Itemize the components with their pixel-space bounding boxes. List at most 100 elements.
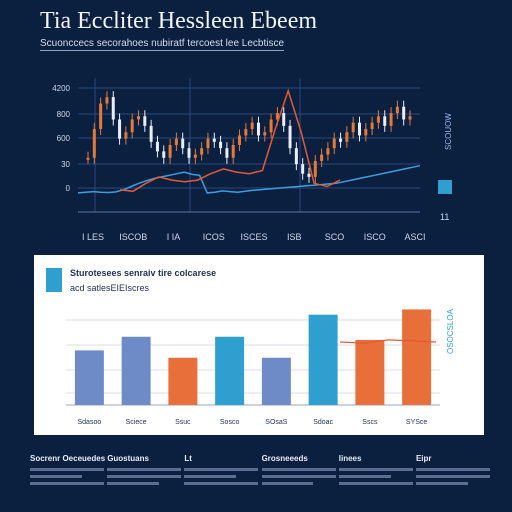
footer-text-line — [30, 468, 104, 471]
x-tick-label: I LES — [82, 232, 104, 242]
footer-heading: Iinees — [338, 454, 362, 463]
x-tick-label: ISCO — [364, 232, 386, 242]
right-legend-label: SCOUOW — [444, 113, 453, 150]
candle — [187, 148, 191, 158]
footer-text-line — [184, 468, 259, 471]
bar-chart-subtitle: acd satlesEIEIscres — [70, 283, 150, 293]
candle — [263, 132, 267, 136]
candle — [269, 119, 273, 133]
footer-column: Socrenr Oeceuedes — [30, 454, 106, 504]
footer-column: Iinees — [338, 454, 413, 504]
candle — [345, 132, 349, 142]
candle — [143, 116, 147, 126]
candle — [357, 122, 361, 136]
footer-column: Lt — [184, 454, 259, 504]
bar-chart-panel — [34, 255, 484, 435]
series-line — [119, 88, 341, 193]
x-tick-label: ISCES — [240, 232, 267, 242]
candle — [389, 113, 393, 126]
candle — [282, 113, 286, 126]
right-legend-swatch — [438, 180, 452, 194]
candle — [92, 129, 96, 158]
y-tick-label: 800 — [57, 110, 71, 119]
footer-column: Grosneeeds — [261, 454, 336, 504]
bar-chart-legend: OSOCSLOA — [446, 309, 455, 354]
x-tick-label: I IA — [167, 232, 181, 242]
x-tick-label: ISB — [287, 232, 302, 242]
bar-chart-title: Sturotesees senraiv tire colcarese — [70, 268, 217, 278]
candle — [408, 116, 412, 120]
top-chart: 4200 800 600 30 0 I LES ISCOB I IA ICOS ISCES ISB S… — [52, 78, 426, 242]
footer-text-line — [107, 475, 182, 478]
candle — [383, 116, 387, 126]
candle — [256, 122, 260, 136]
candle — [130, 119, 134, 133]
candle — [313, 160, 317, 177]
footer-text-line — [30, 475, 82, 478]
candle — [395, 106, 399, 114]
candle — [162, 151, 166, 158]
footer-heading: Socrenr Oeceuedes — [30, 454, 106, 463]
candle — [275, 113, 279, 120]
panel-accent-tag — [46, 268, 62, 292]
footer-text-line — [261, 468, 336, 471]
candle — [288, 125, 292, 149]
candle — [370, 122, 374, 130]
candle — [219, 141, 223, 149]
footer-text-line — [107, 468, 182, 471]
candle — [231, 145, 235, 158]
candle — [99, 103, 103, 130]
candle — [200, 148, 204, 155]
candle — [294, 148, 298, 165]
candle — [364, 129, 368, 136]
x-tick-label: SCO — [325, 232, 345, 242]
candle — [137, 116, 141, 120]
footer-heading: Grosneeeds — [261, 454, 308, 463]
footer-text-line — [184, 475, 237, 478]
x-tick-label: ICOS — [203, 232, 225, 242]
candle — [351, 122, 355, 133]
candle — [376, 116, 380, 123]
candle — [225, 148, 229, 158]
candle — [124, 132, 128, 139]
footer-text-line — [338, 482, 413, 485]
candle — [181, 138, 185, 149]
footer-heading: Guostuans — [107, 454, 149, 463]
candle — [168, 145, 172, 158]
y-tick-label: 600 — [57, 134, 71, 143]
footer-heading: Eipr — [415, 454, 432, 463]
footer-heading: Lt — [184, 454, 192, 463]
candle — [326, 148, 330, 155]
candle — [206, 138, 210, 149]
footer: Socrenr Oeceuedes Guostuans Lt Grosneeed… — [30, 454, 490, 504]
footer-column: Eipr — [415, 454, 490, 504]
footer-text-line — [338, 475, 391, 478]
candle — [174, 138, 178, 145]
candle — [212, 138, 216, 142]
candle — [118, 119, 122, 139]
candle — [244, 129, 248, 136]
footer-text-line — [415, 468, 490, 471]
y-tick-label: 4200 — [52, 84, 70, 93]
candle — [307, 173, 311, 177]
candle — [238, 135, 242, 145]
x-tick-label: ASCI — [404, 232, 425, 242]
footer-text-line — [261, 482, 314, 485]
candle — [193, 154, 197, 158]
x-tick-label: ISCOB — [119, 232, 147, 242]
candle — [402, 106, 406, 120]
footer-text-line — [338, 468, 413, 471]
candle — [339, 138, 343, 142]
candle — [111, 97, 115, 120]
y-tick-label: 0 — [66, 184, 71, 193]
footer-column: Guostuans — [107, 454, 182, 504]
right-legend-key-label: 11 — [440, 212, 450, 222]
candle — [155, 141, 159, 152]
candle — [86, 157, 90, 160]
footer-text-line — [415, 475, 490, 478]
candle — [332, 138, 336, 149]
footer-text-line — [107, 482, 159, 485]
candle — [301, 164, 305, 174]
footer-text-line — [30, 482, 104, 485]
footer-text-line — [415, 482, 468, 485]
